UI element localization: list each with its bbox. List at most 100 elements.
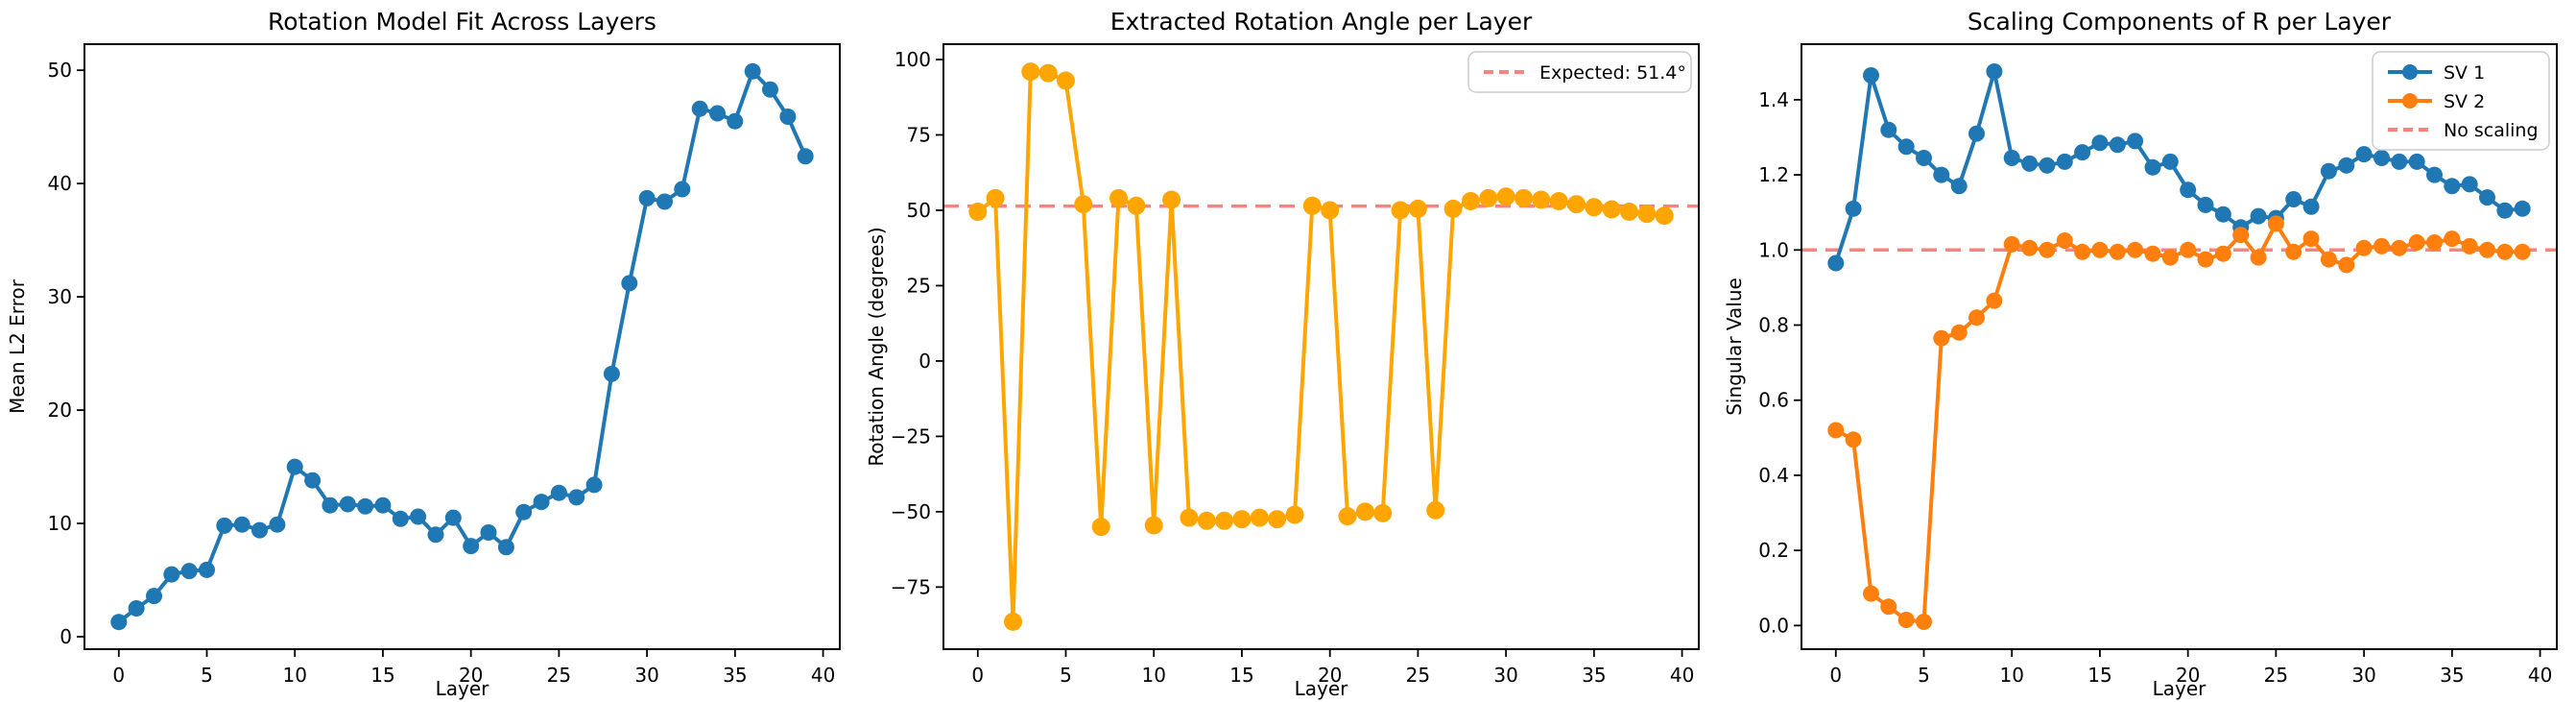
mean-l2-error-point [709,105,727,122]
mean-l2-error-point [568,489,585,506]
x-tick-label: 40 [2528,664,2552,687]
y-tick-label: 75 [906,123,930,146]
mean-l2-error-line [116,69,808,624]
rotation-angle-point [1267,510,1286,529]
sv-1-point [1845,200,1862,217]
mean-l2-error-point [304,472,322,489]
sv-2-point [2004,235,2021,253]
mean-l2-error-point [251,521,269,539]
x-tick-label: 30 [634,664,658,687]
legend-label: No scaling [2444,120,2539,141]
sv-1-point [2180,182,2197,199]
rotation-angle-point [1285,505,1304,524]
mean-l2-error-point [463,538,480,555]
x-tick-label: 10 [282,664,306,687]
mean-l2-error-point [656,193,674,210]
mean-l2-error-point [322,496,339,514]
x-tick-label: 10 [2000,664,2024,687]
sv-1-point [2302,198,2320,215]
rotation-angle-point [1056,71,1075,90]
x-tick-label: 40 [811,664,835,687]
sv-1-point [2004,150,2021,166]
rotation-angle-point [1549,192,1568,210]
mean-l2-error-point [779,109,797,125]
x-tick-label: 35 [2440,664,2464,687]
mean-l2-error-point [603,365,620,382]
sv-2-point [2197,251,2214,268]
mean-l2-error-point [515,503,533,520]
rotation-angle-point [1619,203,1638,221]
rotation-angle-point [1003,612,1022,631]
sv-2-point [2338,256,2355,274]
sv-2-point [2091,241,2109,258]
sv-2-point [2444,230,2461,248]
axis-frame [942,43,1700,650]
legend-label: SV 1 [2444,62,2485,84]
sv-2-point [1880,598,1897,616]
x-tick-label: 40 [1670,664,1694,687]
rotation-angle-point [1461,192,1480,210]
y-tick-label: 0.4 [1759,464,1790,487]
sv-2-point [2426,234,2444,251]
x-tick-label: 0 [971,664,984,687]
x-axis-label: Layer [436,677,490,700]
sv-2-point [2215,245,2232,262]
sv-2-markers [1827,215,2532,630]
mean-l2-error-point [638,189,656,206]
sv-2-point [2144,245,2161,262]
sv-1-point [2110,136,2127,154]
sv-2-point [2462,237,2479,254]
sv-2-point [2321,251,2338,268]
y-axis-label: Singular Value [1723,278,1746,416]
mean-l2-error-markers [110,62,814,631]
rotation-angle-point [1250,508,1269,527]
legend-box [2372,51,2551,151]
mean-l2-error-point [797,148,814,165]
x-tick-label: 25 [2264,664,2288,687]
rotation-angle-point [1214,511,1233,530]
sv-1-point [2057,153,2074,170]
sv-2-point [2285,243,2302,260]
x-axis-label: Layer [1294,677,1348,700]
x-tick-label: 15 [370,664,394,687]
mean-l2-error-point [691,100,708,117]
sv-2-point [1968,309,1986,327]
sv-1-point [2144,158,2161,176]
sv-1-point [1863,67,1880,84]
y-tick-label: 25 [906,274,930,297]
sv-1-point [1933,166,1950,183]
rotation-angle-point [1637,205,1657,224]
mean-l2-error-point [163,566,180,583]
sv-1-point [2444,178,2461,195]
rotation-angle-point [1197,511,1216,530]
x-tick-label: 30 [2352,664,2376,687]
sv-2-point [1951,324,1968,341]
chart-extracted-rotation-angle: 0 5 10 15 20 25 30 35 40 −75 −50 −25 0 25 50 75 100 Extra… [865,8,1700,700]
mean-l2-error-point [339,496,356,513]
sv-1-point [1880,121,1897,138]
sv-1-point [2074,144,2091,161]
mean-l2-error-point [199,561,216,578]
sv-2-point [2409,234,2426,251]
rotation-angle-point [1584,198,1603,217]
legend: SV 1 SV 2 No scaling [2372,51,2551,151]
sv-2-point [2391,239,2408,256]
sv-2-point [2057,232,2074,249]
sv-1-point [1951,178,1968,195]
y-tick-label: 30 [48,285,72,308]
rotation-angle-point [1655,206,1674,226]
rotation-angle-point [1144,516,1163,535]
sv-1-point [2127,133,2144,150]
mean-l2-error-point [286,458,303,475]
rotation-angle-point [1372,503,1392,522]
mean-l2-error-point [762,81,779,98]
sv-1-point [2285,191,2302,207]
rotation-angle-point [967,203,987,221]
y-tick-label: 1.2 [1759,163,1790,186]
rotation-angle-point [1602,200,1621,219]
y-tick-label: 0 [60,625,72,648]
mean-l2-error-point [674,181,691,198]
sv-1-point [2021,155,2039,172]
mean-l2-error-point [374,496,392,514]
rotation-angle-line [975,69,1666,624]
